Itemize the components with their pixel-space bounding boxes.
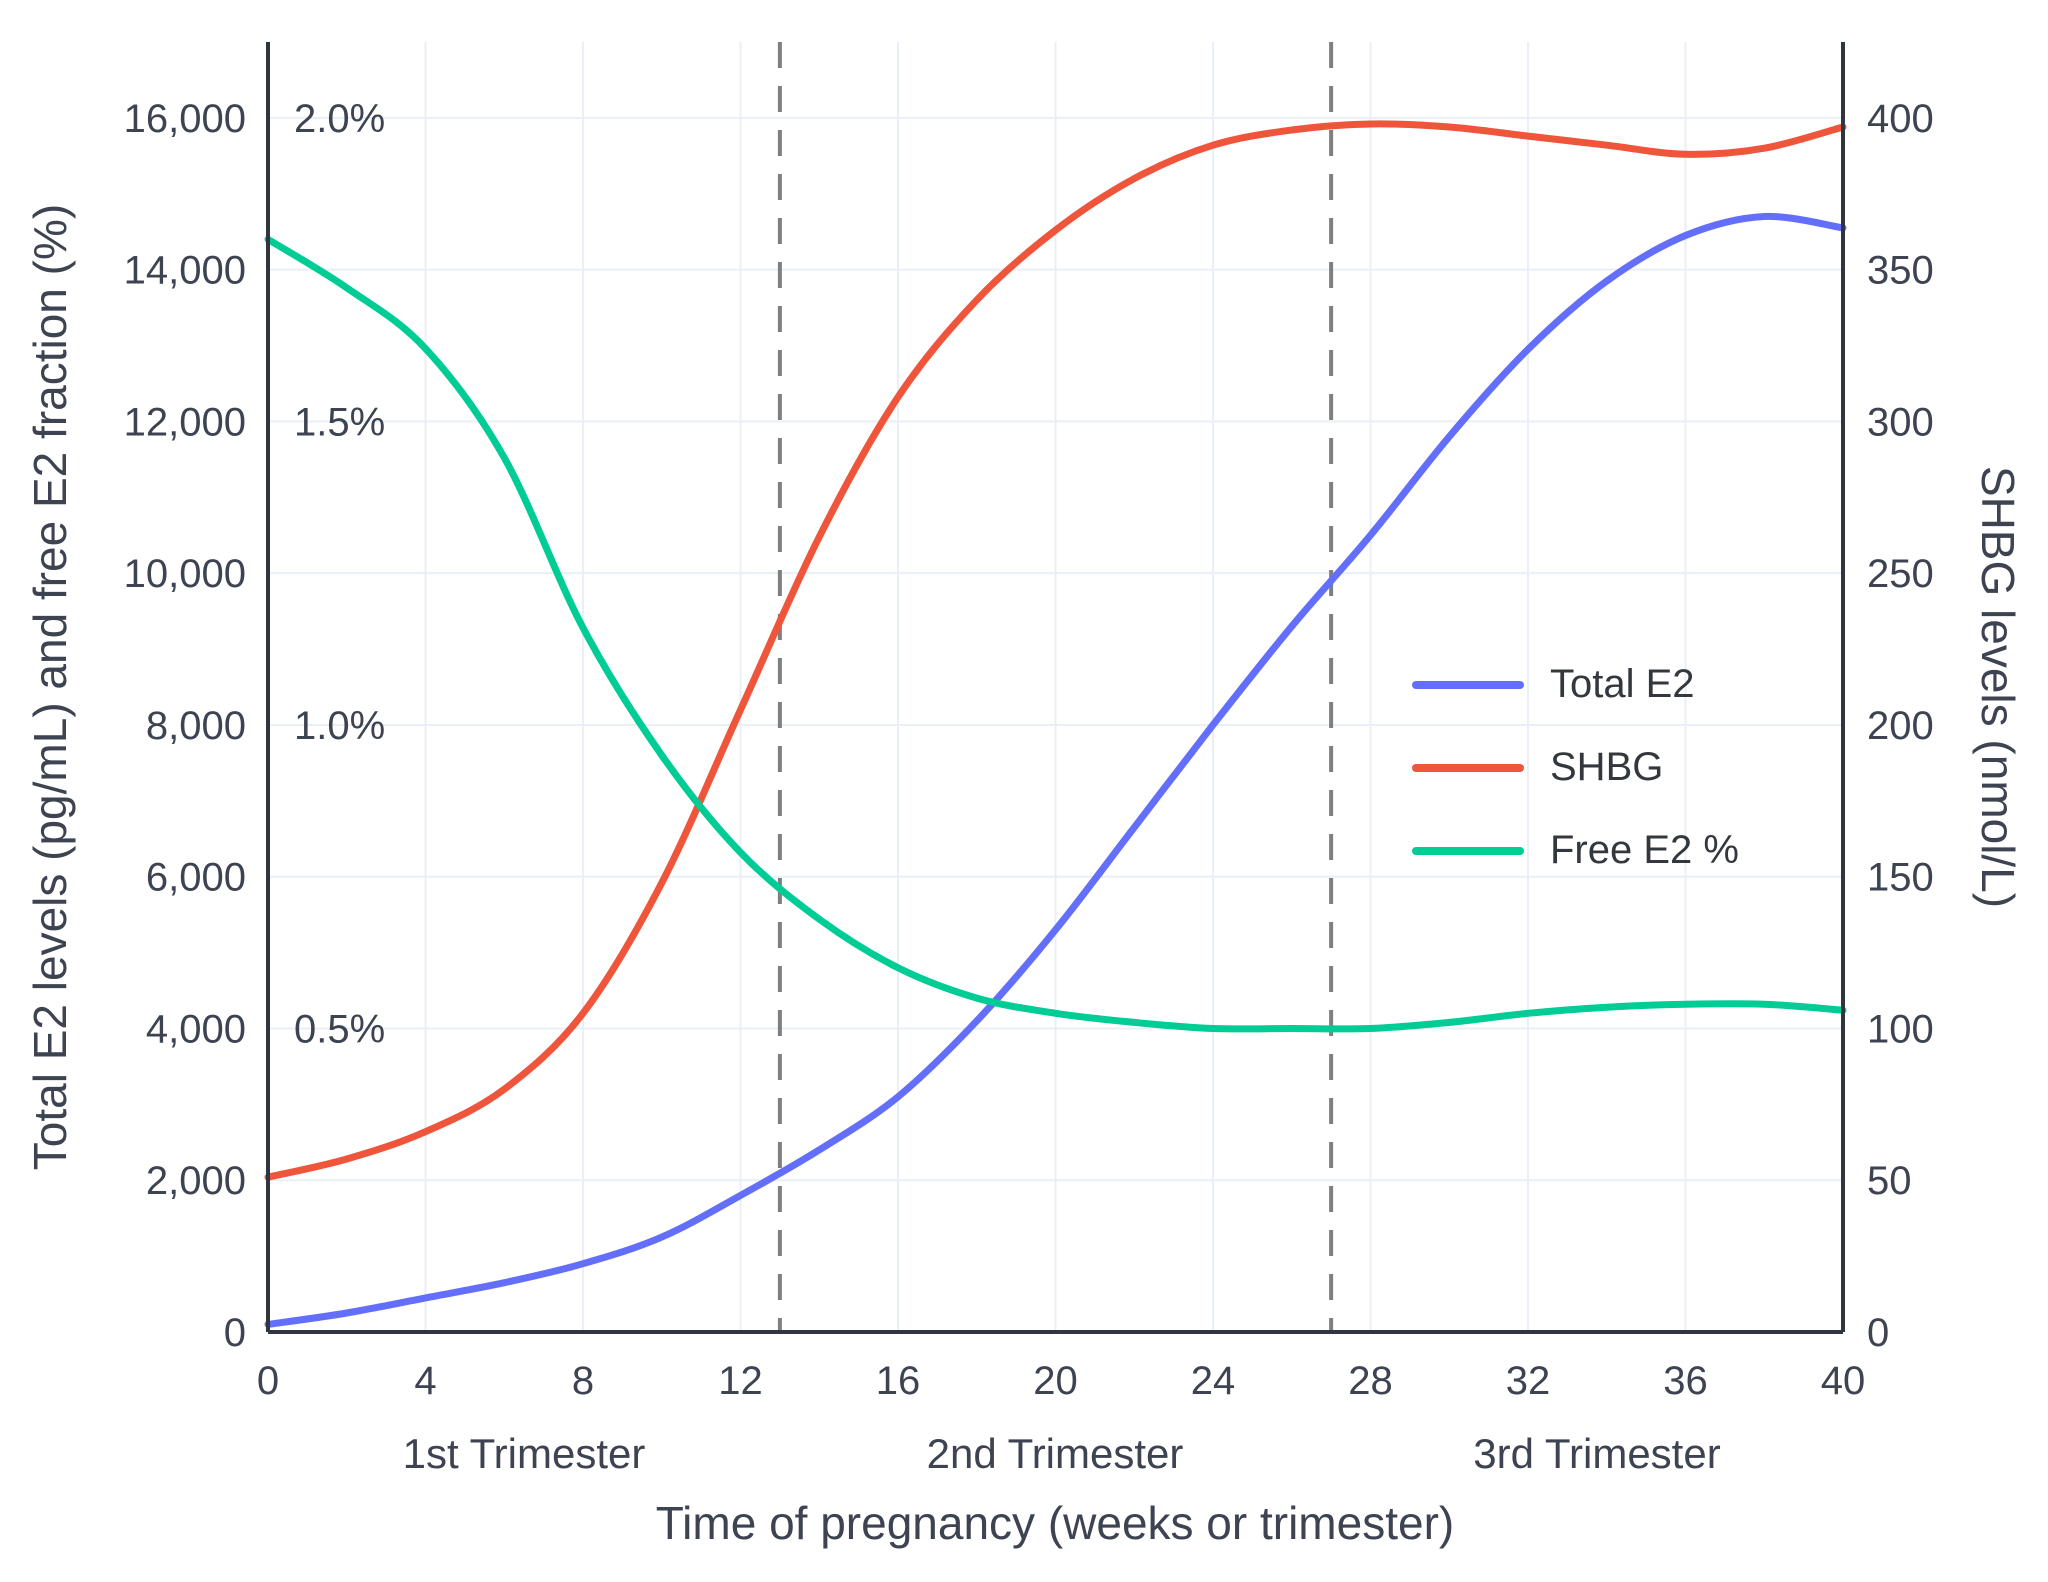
series-line-free-e2- bbox=[264, 235, 1847, 1033]
x-axis-tick-label: 24 bbox=[1191, 1359, 1236, 1403]
legend-label-total-e2: Total E2 bbox=[1550, 662, 1695, 706]
x-axis-tick-label: 36 bbox=[1663, 1359, 1708, 1403]
legend-item-free-e2: Free E2 % bbox=[1412, 828, 1739, 873]
right-axis-tick-label: 250 bbox=[1867, 552, 1934, 596]
axes: 0 2,000 4,000 6,000 8,000 10,000 12,000 14,000 1… bbox=[124, 42, 1934, 1403]
left-axis-tick-label: 0 bbox=[224, 1311, 246, 1355]
x-axis-tick-label: 28 bbox=[1348, 1359, 1393, 1403]
free-e2-percent-tick-label: 2.0% bbox=[294, 97, 385, 141]
x-axis-tick-label: 0 bbox=[257, 1359, 279, 1403]
left-axis-tick-label: 2,000 bbox=[146, 1159, 246, 1203]
x-axis-tick-label: 4 bbox=[414, 1359, 436, 1403]
left-axis-tick-label: 4,000 bbox=[146, 1007, 246, 1051]
legend-label-free-e2: Free E2 % bbox=[1550, 828, 1739, 872]
trimester-label-2: 2nd Trimester bbox=[926, 1430, 1184, 1477]
x-axis-tick-label: 40 bbox=[1821, 1359, 1866, 1403]
x-axis-tick-label: 16 bbox=[876, 1359, 921, 1403]
y-axis-title-right: SHBG levels (nmol/L) bbox=[1972, 465, 2024, 909]
left-axis-tick-label: 14,000 bbox=[124, 249, 246, 293]
left-axis-tick-label: 16,000 bbox=[124, 97, 246, 141]
gridlines bbox=[267, 42, 1844, 1333]
right-axis-tick-label: 50 bbox=[1867, 1159, 1912, 1203]
right-axis-tick-label: 400 bbox=[1867, 97, 1934, 141]
free-e2-percent-tick-label: 1.5% bbox=[294, 400, 385, 444]
left-axis-tick-label: 6,000 bbox=[146, 856, 246, 900]
right-axis-tick-label: 200 bbox=[1867, 704, 1934, 748]
x-axis-tick-label: 8 bbox=[572, 1359, 594, 1403]
x-axis-tick-label: 20 bbox=[1033, 1359, 1078, 1403]
left-axis-tick-label: 8,000 bbox=[146, 704, 246, 748]
left-axis-tick-label: 12,000 bbox=[124, 400, 246, 444]
legend-swatch-free-e2 bbox=[1412, 846, 1524, 855]
legend-swatch-shbg bbox=[1412, 763, 1524, 772]
free-e2-percent-tick-label: 1.0% bbox=[294, 704, 385, 748]
legend-item-shbg: SHBG bbox=[1412, 745, 1739, 790]
x-axis-tick-label: 32 bbox=[1506, 1359, 1551, 1403]
x-axis-title: Time of pregnancy (weeks or trimester) bbox=[655, 1497, 1455, 1549]
legend: Total E2 SHBG Free E2 % bbox=[1412, 662, 1739, 873]
trimester-label-3: 3rd Trimester bbox=[1473, 1430, 1721, 1477]
legend-label-shbg: SHBG bbox=[1550, 745, 1664, 789]
series-line-shbg bbox=[264, 120, 1847, 1181]
x-axis-tick-label: 12 bbox=[718, 1359, 763, 1403]
right-axis-tick-label: 350 bbox=[1867, 249, 1934, 293]
right-axis-tick-label: 100 bbox=[1867, 1007, 1934, 1051]
left-axis-tick-label: 10,000 bbox=[124, 552, 246, 596]
right-axis-tick-label: 150 bbox=[1867, 856, 1934, 900]
legend-item-total-e2: Total E2 bbox=[1412, 662, 1739, 707]
free-e2-percent-tick-label: 0.5% bbox=[294, 1007, 385, 1051]
trimester-label-1: 1st Trimester bbox=[402, 1430, 646, 1477]
right-axis-tick-label: 300 bbox=[1867, 400, 1934, 444]
series-line-total-e2 bbox=[264, 212, 1847, 1328]
right-axis-tick-label: 0 bbox=[1867, 1311, 1889, 1355]
y-axis-title-left: Total E2 levels (pg/mL) and free E2 frac… bbox=[24, 203, 76, 1171]
trimester-boundary-lines bbox=[777, 42, 1334, 1332]
series-lines bbox=[264, 120, 1847, 1328]
legend-swatch-total-e2 bbox=[1412, 680, 1524, 689]
